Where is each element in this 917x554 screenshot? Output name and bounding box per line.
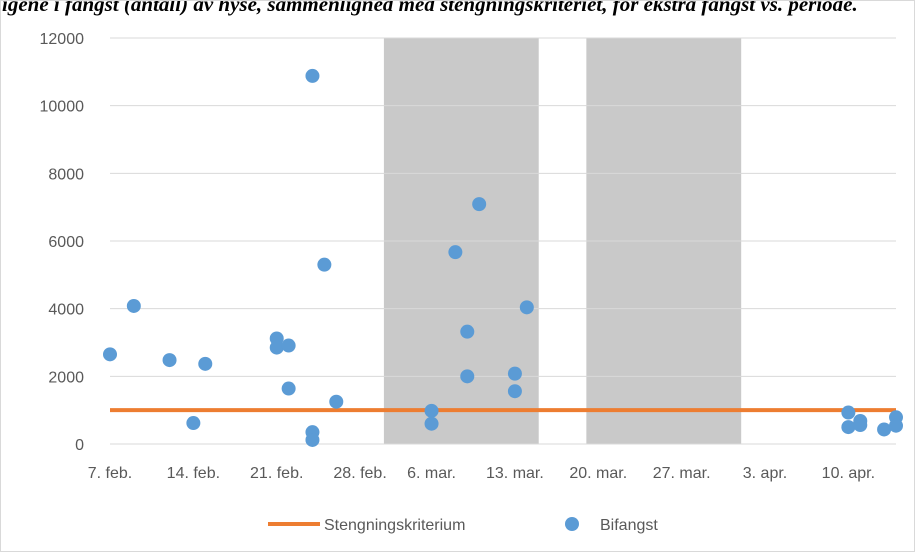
bifangst-point (889, 418, 903, 433)
x-tick-label: 7. feb. (88, 465, 132, 482)
bifangst-point (507, 366, 522, 381)
grid-lines (110, 37, 896, 445)
x-tick-label: 6. mar. (407, 465, 456, 482)
y-tick-label: 4000 (48, 302, 84, 319)
figure-caption: igene i fangst (antall) av hyse, sammenl… (2, 0, 858, 16)
bifangst-point (853, 418, 868, 433)
bifangst-point (103, 347, 117, 362)
bifangst-point (126, 298, 141, 313)
x-tick-label: 20. mar. (569, 465, 627, 482)
bifangst-point (841, 405, 856, 420)
bifangst-point (472, 197, 487, 212)
bifangst-point (317, 257, 332, 272)
x-tick-label: 13. mar. (486, 465, 544, 482)
x-tick-label: 27. mar. (653, 465, 711, 482)
bifangst-point (877, 422, 892, 437)
bifangst-point (305, 68, 320, 83)
x-tick-label: 3. apr. (743, 465, 787, 482)
bifangst-point (519, 300, 534, 315)
y-tick-label: 6000 (48, 234, 84, 251)
bifangst-point (162, 353, 177, 368)
y-axis-labels: 0 2000 4000 6000 8000 10000 12000 (40, 31, 85, 454)
bifangst-point (460, 369, 475, 384)
y-tick-label: 12000 (40, 31, 85, 48)
x-tick-label: 10. apr. (822, 465, 875, 482)
bifangst-point (460, 324, 475, 339)
x-tick-label: 14. feb. (167, 465, 220, 482)
y-tick-label: 0 (75, 437, 84, 454)
bifangst-point (424, 403, 439, 418)
bifangst-point (448, 245, 463, 260)
bifangst-point (841, 420, 856, 435)
y-tick-label: 2000 (48, 369, 84, 386)
legend: Stengningskriterium Bifangst (268, 517, 658, 534)
legend-label-stengning: Stengningskriterium (324, 517, 465, 534)
bifangst-point (269, 340, 284, 355)
x-tick-label: 28. feb. (333, 465, 386, 482)
x-axis-labels: 7. feb. 14. feb. 21. feb. 28. feb. 6. mar. 13… (88, 465, 875, 482)
bifangst-point (281, 381, 296, 396)
bifangst-point (281, 338, 296, 353)
legend-swatch-bifangst (565, 517, 579, 531)
bifangst-point (424, 416, 439, 431)
bifangst-point (186, 416, 201, 431)
y-tick-label: 8000 (48, 166, 84, 183)
bifangst-points (103, 68, 903, 447)
bifangst-point (507, 384, 522, 399)
x-tick-label: 21. feb. (250, 465, 303, 482)
bifangst-point (329, 394, 344, 409)
y-tick-label: 10000 (40, 99, 85, 116)
bifangst-point (198, 356, 213, 371)
bifangst-point (305, 432, 320, 447)
legend-label-bifangst: Bifangst (600, 517, 658, 534)
